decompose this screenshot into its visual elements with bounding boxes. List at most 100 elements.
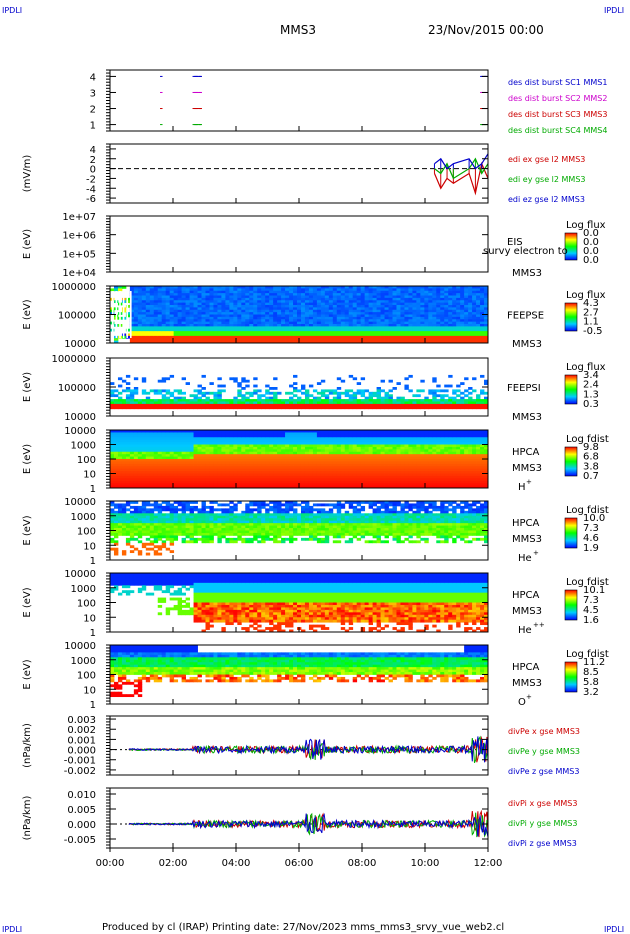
feeps-e-cell	[348, 312, 354, 315]
feeps-e-cell	[344, 319, 350, 323]
feeps-i-cell	[312, 406, 318, 410]
feeps-e-cell	[352, 326, 358, 330]
feeps-e-cell	[217, 335, 222, 339]
hpca-h-cell	[273, 466, 278, 470]
hpca-h-cell	[125, 459, 131, 462]
feeps-e-cell	[384, 338, 389, 342]
hpca-h-cell	[297, 471, 302, 474]
feeps-e-cell	[356, 307, 362, 311]
feeps-e-cell	[141, 300, 147, 304]
feeps-e-cell	[456, 335, 461, 339]
feeps-e-cell	[197, 286, 202, 289]
hpca-h-cell	[257, 468, 262, 472]
feeps-i-cell	[277, 403, 282, 407]
hpca-h-cell	[281, 461, 286, 465]
hpca-h-cell	[269, 461, 274, 465]
hpca-h-cell	[185, 439, 190, 443]
feeps-e-cell	[356, 328, 362, 332]
feeps-e-cell	[308, 331, 314, 334]
feeps-e-cell	[468, 338, 473, 342]
hpca-h-cell	[129, 434, 135, 438]
feeps-i-cell	[300, 401, 306, 405]
hpca-h-cell	[277, 478, 282, 482]
hpca-h-cell	[392, 454, 397, 457]
hpca-h-cell	[376, 434, 381, 438]
feeps-e-cell	[285, 335, 290, 339]
feeps-i-cell	[110, 401, 115, 405]
hpca-h-cell	[340, 454, 346, 457]
feeps-e-cell	[125, 335, 131, 339]
hpca-h-cell	[110, 478, 115, 482]
edi-e-gse-series-2	[434, 153, 489, 170]
feeps-e-cell	[368, 290, 374, 294]
feeps-i-cell	[380, 403, 385, 407]
feeps-e-cell	[348, 316, 354, 320]
feeps-e-cell	[440, 305, 445, 308]
feeps-e-cell	[281, 321, 286, 325]
hpca-h-cell	[157, 446, 163, 450]
feeps-e-cell	[217, 314, 222, 318]
hpca-h-cell	[125, 468, 131, 472]
hpca-h-cell	[110, 480, 115, 484]
hpca-h-cell	[320, 478, 326, 482]
hpca-h-cell	[153, 434, 159, 438]
feeps-e-cell	[133, 326, 139, 330]
feeps-i-cell	[300, 406, 306, 410]
hpca-h-cell	[320, 461, 326, 465]
feeps-e-cell	[324, 340, 330, 344]
hpca-h-cell	[261, 437, 266, 441]
feeps-e-cell	[360, 309, 366, 313]
feeps-e-cell	[209, 321, 214, 325]
feeps-i-cell	[221, 406, 226, 410]
hpca-h-cell	[360, 471, 366, 474]
feeps-i-cell	[420, 379, 425, 383]
feeps-i-cell	[420, 401, 425, 405]
feeps-e-cell	[153, 305, 159, 308]
hpca-h-cell	[129, 439, 135, 443]
feeps-e-cell	[316, 314, 322, 318]
feeps-e-cell	[273, 328, 278, 332]
hpca-h-cell	[145, 459, 151, 462]
feeps-i-cell	[117, 384, 123, 388]
hpca-h-cell	[229, 439, 234, 443]
hpca-h-cell	[297, 466, 302, 470]
hpca-h-cell	[221, 468, 226, 472]
hpca-h-cell	[332, 446, 338, 450]
hpca-h-cell	[129, 480, 135, 484]
feeps-e-cell	[273, 312, 278, 315]
feeps-e-cell	[201, 302, 206, 306]
feeps-e-cell	[273, 307, 278, 311]
feeps-e-cell	[372, 297, 377, 301]
feeps-e-cell	[269, 328, 274, 332]
feeps-e-cell	[217, 290, 222, 294]
feeps-e-cell	[364, 312, 370, 315]
hpca-h-cell	[205, 449, 210, 453]
hpca-h-cell	[297, 459, 302, 462]
feeps-e-cell	[328, 321, 334, 325]
hpca-h-cell	[328, 454, 334, 457]
feeps-i-colorbar-title: Log flux	[566, 362, 606, 373]
feeps-e-cell	[253, 307, 258, 311]
hpca-h-cell	[265, 446, 270, 450]
hpca-h-cell	[157, 451, 163, 455]
feeps-i-cell	[149, 389, 155, 393]
hpca-h-cell	[293, 475, 298, 479]
feeps-e-cell	[241, 338, 246, 342]
hpca-h-cell	[141, 480, 147, 484]
hpca-h-cell	[121, 442, 127, 445]
feeps-e-cell	[221, 295, 226, 299]
feeps-e-cell	[388, 309, 393, 313]
feeps-e-cell	[177, 288, 183, 292]
feeps-e-cell	[189, 286, 194, 289]
feeps-e-cell	[340, 316, 346, 320]
feeps-i-cell	[376, 399, 381, 402]
hpca-h-cell	[245, 434, 250, 438]
feeps-e-cell	[189, 305, 194, 308]
feeps-e-cell	[460, 338, 465, 342]
feeps-e-cell	[304, 324, 310, 327]
feeps-e-cell	[273, 333, 278, 337]
feeps-i-cell	[484, 403, 489, 407]
feeps-i-cell	[456, 401, 461, 405]
hpca-h-cell	[149, 451, 155, 455]
feeps-i-cell	[217, 403, 222, 407]
